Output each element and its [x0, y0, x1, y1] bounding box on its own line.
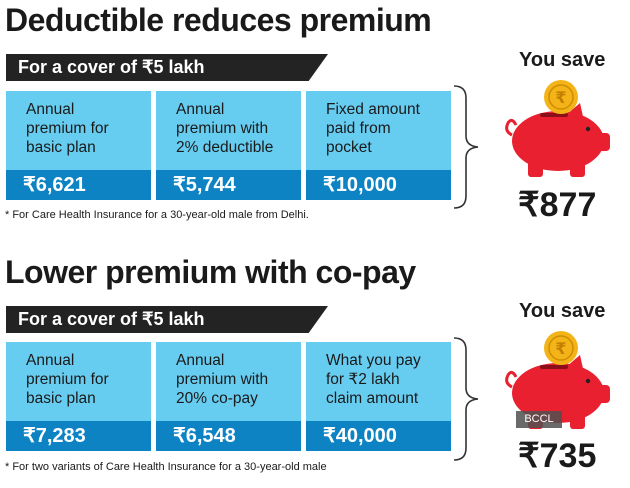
- box-label-line: premium for: [26, 371, 109, 388]
- box-label-line: pocket: [326, 139, 372, 156]
- box-label-line: premium with: [176, 120, 269, 137]
- box-label-line: claim amount: [326, 390, 419, 407]
- box-value: ₹40,000: [323, 425, 397, 447]
- box-label-line: premium with: [176, 371, 269, 388]
- box-label-line: basic plan: [26, 390, 96, 407]
- box-label-line: 2% deductible: [176, 139, 274, 156]
- section2-box-claim: What you pay for ₹2 lakh claim amount ₹4…: [306, 342, 451, 451]
- section2-title: Lower premium with co-pay: [5, 254, 416, 290]
- box-label-line: Annual: [176, 101, 225, 118]
- box-label-line: Fixed amount: [326, 101, 420, 118]
- box-value: ₹7,283: [23, 425, 86, 447]
- section1-footnote: * For Care Health Insurance for a 30-yea…: [5, 209, 309, 221]
- section1-cover-label: For a cover of ₹5 lakh: [18, 57, 205, 77]
- coin-icon: ₹: [544, 80, 578, 114]
- box-label-line: paid from: [326, 120, 391, 137]
- box-value-bar: ₹5,744: [156, 170, 301, 200]
- box-label-line: Annual: [26, 101, 75, 118]
- bracket-icon: [453, 337, 479, 461]
- bccl-watermark: BCCL: [516, 411, 562, 428]
- section1-box-basic: Annual premium for basic plan ₹6,621: [6, 91, 151, 200]
- box-label-line: for ₹2 lakh: [326, 371, 400, 388]
- box-label: Annual premium with 2% deductible: [176, 100, 273, 157]
- section2-you-save-amount: ₹735: [518, 437, 597, 475]
- section2-box-basic: Annual premium for basic plan ₹7,283: [6, 342, 151, 451]
- box-label: Fixed amount paid from pocket: [326, 100, 420, 157]
- box-label-line: premium for: [26, 120, 109, 137]
- section1-cover-bar: For a cover of ₹5 lakh: [6, 54, 328, 81]
- box-value: ₹5,744: [173, 174, 236, 196]
- coin-symbol: ₹: [555, 88, 566, 107]
- box-label: What you pay for ₹2 lakh claim amount: [326, 351, 421, 408]
- box-label-line: What you pay: [326, 352, 421, 369]
- section2-cover-label: For a cover of ₹5 lakh: [18, 309, 205, 329]
- bracket-icon: [453, 85, 479, 209]
- section1-box-pocket: Fixed amount paid from pocket ₹10,000: [306, 91, 451, 200]
- box-value: ₹6,621: [23, 174, 86, 196]
- box-label-line: Annual: [176, 352, 225, 369]
- piggy-bank-icon: [505, 103, 610, 177]
- section2-you-save-label: You save: [519, 300, 606, 322]
- section1-box-deductible: Annual premium with 2% deductible ₹5,744: [156, 91, 301, 200]
- box-value-bar: ₹6,621: [6, 170, 151, 200]
- coin-symbol: ₹: [555, 339, 566, 358]
- section1-title: Deductible reduces premium: [5, 2, 432, 38]
- box-value: ₹10,000: [323, 174, 397, 196]
- box-value-bar: ₹7,283: [6, 421, 151, 451]
- coin-icon: ₹: [544, 331, 578, 365]
- box-label-line: Annual: [26, 352, 75, 369]
- box-label: Annual premium with 20% co-pay: [176, 351, 268, 408]
- section2-box-copay: Annual premium with 20% co-pay ₹6,548: [156, 342, 301, 451]
- section1-you-save-label: You save: [519, 49, 606, 71]
- section1-you-save-amount: ₹877: [518, 186, 597, 224]
- box-label: Annual premium for basic plan: [26, 351, 109, 408]
- section2-footnote: * For two variants of Care Health Insura…: [5, 461, 327, 473]
- box-value: ₹6,548: [173, 425, 236, 447]
- box-label-line: 20% co-pay: [176, 390, 258, 407]
- box-value-bar: ₹10,000: [306, 170, 451, 200]
- box-value-bar: ₹40,000: [306, 421, 451, 451]
- section2-cover-bar: For a cover of ₹5 lakh: [6, 306, 328, 333]
- box-label-line: basic plan: [26, 139, 96, 156]
- box-label: Annual premium for basic plan: [26, 100, 109, 157]
- box-value-bar: ₹6,548: [156, 421, 301, 451]
